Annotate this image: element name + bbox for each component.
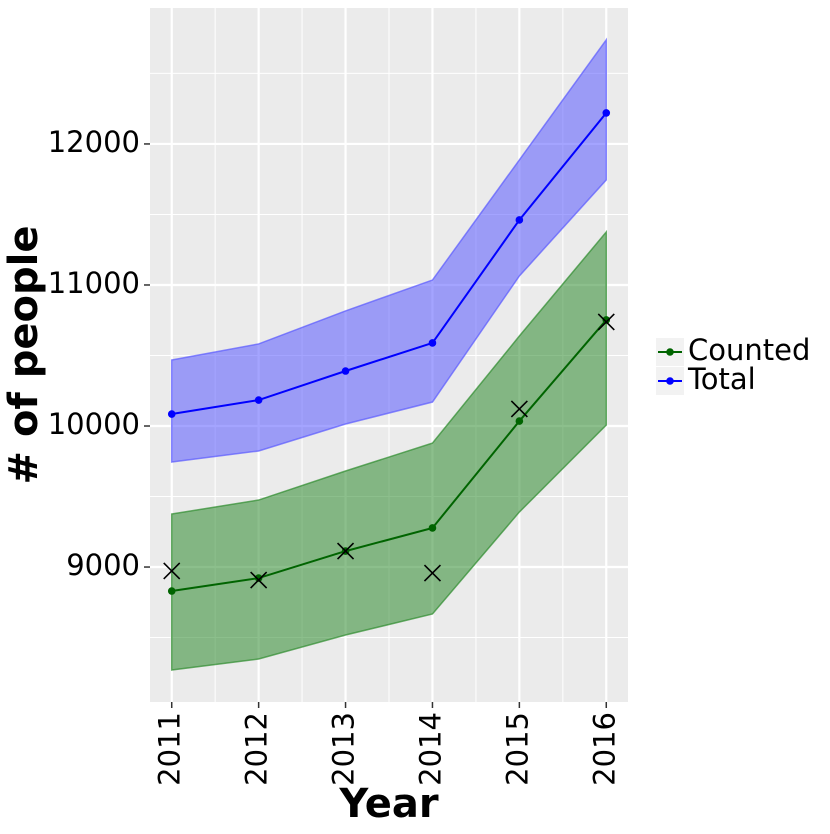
marks: [163, 37, 615, 671]
x-axis-title: Year: [338, 781, 438, 827]
observed-marker: [336, 542, 355, 560]
data-point: [167, 587, 176, 595]
x-tick-label: 2012: [240, 712, 274, 786]
x-tick-label: 2016: [587, 712, 621, 786]
y-tick-label: 11000: [48, 266, 140, 300]
x-tick-label: 2011: [153, 712, 187, 786]
data-point: [254, 574, 263, 582]
observed-marker: [163, 562, 181, 580]
observed-marker: [423, 564, 442, 582]
observed-marker: [597, 313, 615, 331]
observed-marker: [510, 400, 528, 418]
series-line: [171, 112, 608, 416]
data-point: [428, 339, 437, 347]
data-point: [515, 417, 524, 425]
data-point: [167, 410, 176, 418]
y-axis-title: # of people: [1, 226, 47, 485]
data-point: [602, 316, 611, 324]
confidence-band: [170, 37, 608, 463]
x-tick-label: 2015: [500, 712, 534, 786]
legend-key-point: [666, 348, 674, 356]
data-point: [254, 396, 263, 404]
x-tick-label: 2013: [327, 712, 361, 786]
observed-marker: [250, 571, 268, 589]
data-point: [602, 109, 611, 117]
axes: 9000 10000 11000 12000 2011 2012 2013 2014 2015 2…: [48, 125, 622, 786]
series-line: [171, 319, 608, 593]
y-tick-label: 12000: [48, 125, 140, 159]
legend-key-point: [666, 377, 674, 385]
legend-label: Total: [687, 362, 756, 396]
confidence-band: [170, 229, 608, 671]
legend-label: Counted: [688, 333, 810, 367]
data-point: [428, 524, 437, 532]
x-tick-label: 2014: [413, 712, 447, 786]
y-tick-label: 10000: [48, 407, 140, 441]
data-point: [515, 216, 524, 224]
y-tick-label: 9000: [66, 548, 140, 582]
data-point: [341, 367, 350, 375]
